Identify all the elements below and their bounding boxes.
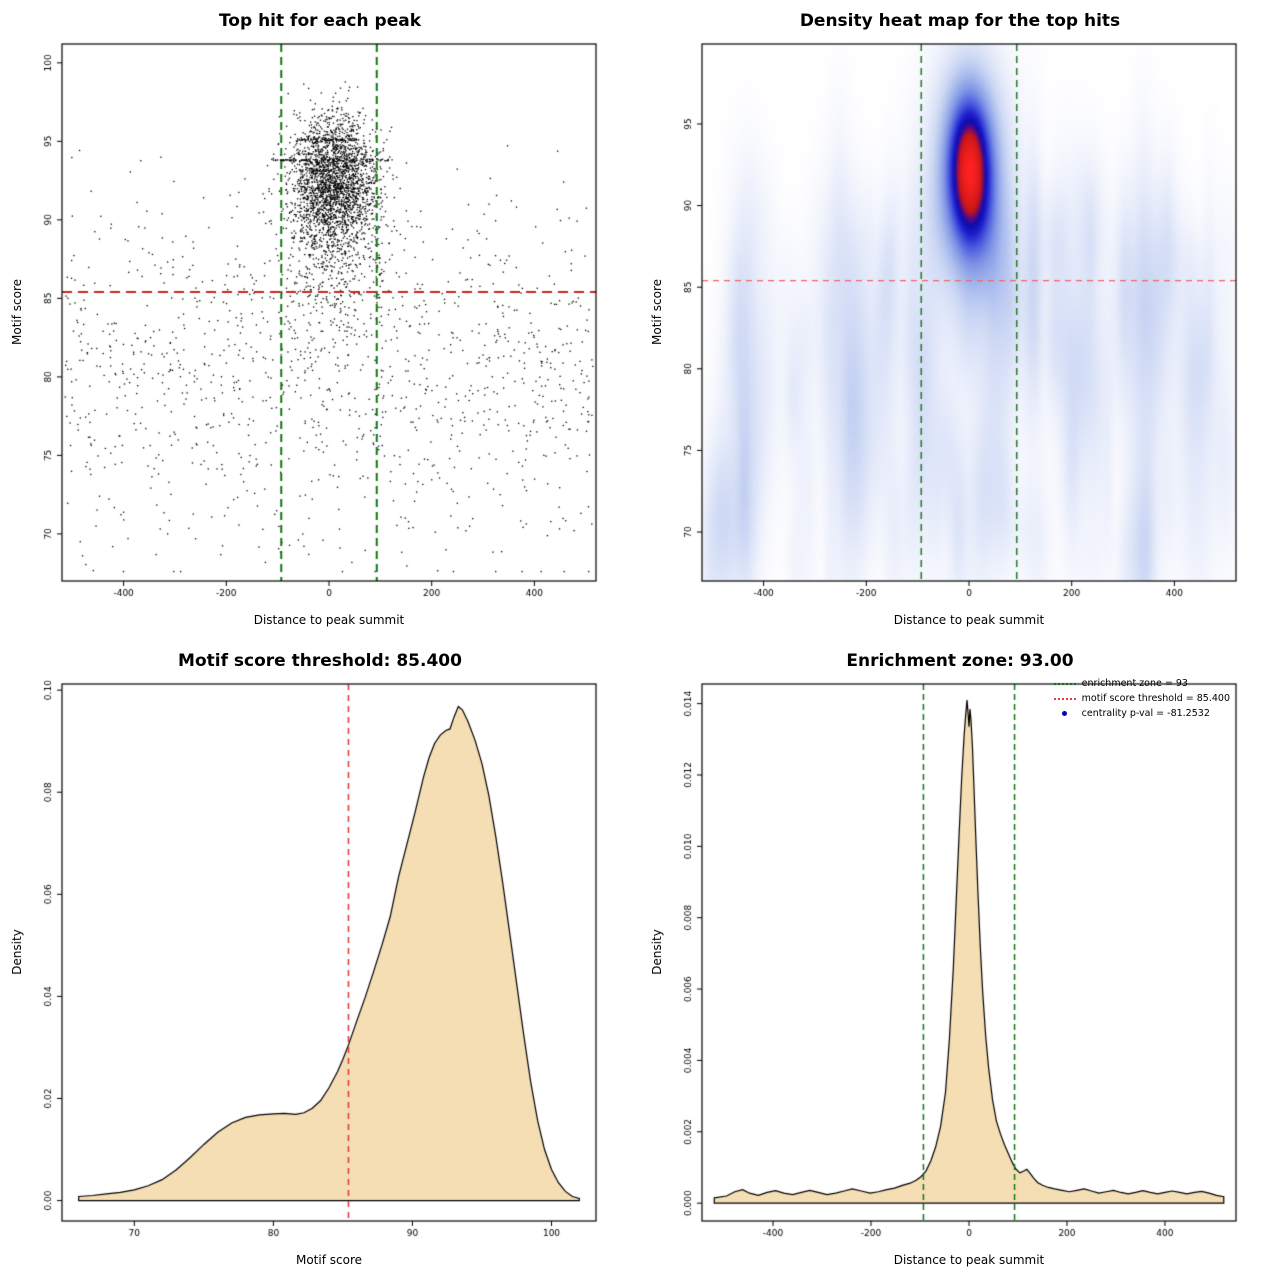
enrichment-zone-density-canvas [640,640,1280,1280]
legend: enrichment zone = 93 motif score thresho… [1053,676,1230,721]
heatmap-ylabel: Motif score [650,278,664,346]
motif-score-density-canvas [0,640,640,1280]
panel-top-hit-scatter: Top hit for each peak Distance to peak s… [0,0,640,640]
legend-item-enrichment-zone: enrichment zone = 93 [1053,676,1230,691]
enrichment-zone-density-title: Enrichment zone: 93.00 [846,651,1074,671]
scatter-xlabel: Distance to peak summit [253,613,405,627]
scatter-title: Top hit for each peak [218,11,422,31]
motif-score-density-ylabel: Density [10,929,24,975]
heatmap-xlabel: Distance to peak summit [893,613,1045,627]
legend-label-centrality-pval: centrality p-val = -81.2532 [1081,708,1210,719]
legend-label-enrichment-zone: enrichment zone = 93 [1081,678,1188,689]
motif-score-density-xlabel: Motif score [295,1253,363,1267]
heatmap-plot-canvas [640,0,1280,640]
enrichment-zone-density-xlabel: Distance to peak summit [893,1253,1045,1267]
panel-enrichment-zone-density: Enrichment zone: 93.00 Distance to peak … [640,640,1280,1280]
legend-item-motif-score-threshold: motif score threshold = 85.400 [1053,691,1230,706]
heatmap-title: Density heat map for the top hits [799,11,1121,31]
scatter-ylabel: Motif score [10,278,24,346]
panel-density-heatmap: Density heat map for the top hits Distan… [640,0,1280,640]
motif-score-density-title: Motif score threshold: 85.400 [178,651,462,671]
legend-label-motif-score-threshold: motif score threshold = 85.400 [1081,693,1230,704]
scatter-plot-canvas [0,0,640,640]
enrichment-zone-density-ylabel: Density [650,929,664,975]
red-dotted-line-icon [1053,697,1076,700]
legend-item-centrality-pval: centrality p-val = -81.2532 [1054,706,1230,721]
blue-dot-icon [1061,711,1067,716]
panel-motif-score-density: Motif score threshold: 85.400 Motif scor… [0,640,640,1280]
green-dotted-line-icon [1053,682,1076,685]
